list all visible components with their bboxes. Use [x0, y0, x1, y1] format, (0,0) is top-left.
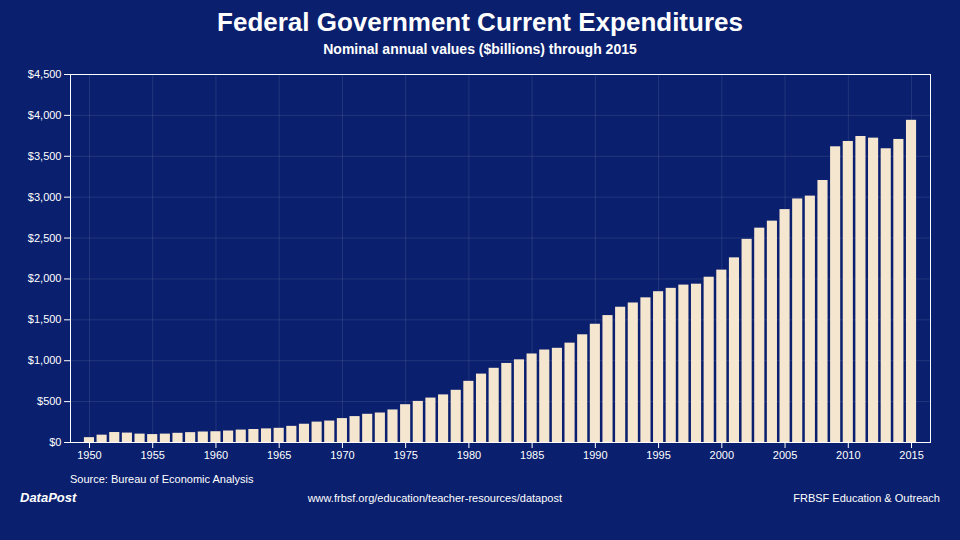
svg-text:1955: 1955 [140, 449, 164, 461]
svg-text:$0: $0 [49, 436, 61, 448]
svg-text:$4,000: $4,000 [28, 109, 62, 121]
svg-text:$500: $500 [37, 395, 61, 407]
svg-text:$1,000: $1,000 [28, 354, 62, 366]
svg-text:2010: 2010 [836, 449, 860, 461]
svg-text:1980: 1980 [457, 449, 481, 461]
svg-text:1975: 1975 [393, 449, 417, 461]
svg-text:2000: 2000 [710, 449, 734, 461]
html-text:Source: Bureau of Economic Ana: Source: Bureau of Economic Analysis [70, 473, 254, 485]
svg-text:1965: 1965 [267, 449, 291, 461]
html-text:Federal Government Current Exp: Federal Government Current Expenditures [217, 7, 743, 37]
svg-text:2015: 2015 [899, 449, 923, 461]
svg-text:$1,500: $1,500 [28, 313, 62, 325]
svg-text:1990: 1990 [583, 449, 607, 461]
html-text:FRBSF Education & Outreach: FRBSF Education & Outreach [793, 492, 940, 504]
svg-text:$4,500: $4,500 [28, 68, 62, 80]
svg-text:$2,000: $2,000 [28, 272, 62, 284]
html-text:Nominal annual values ($billio: Nominal annual values ($billions) throug… [323, 41, 637, 57]
svg-text:$2,500: $2,500 [28, 232, 62, 244]
html-text:www.frbsf.org/education/teache: www.frbsf.org/education/teacher-resource… [307, 492, 562, 504]
svg-text:1950: 1950 [77, 449, 101, 461]
svg-text:1970: 1970 [330, 449, 354, 461]
svg-text:1995: 1995 [646, 449, 670, 461]
svg-text:2005: 2005 [773, 449, 797, 461]
svg-text:1985: 1985 [520, 449, 544, 461]
svg-text:$3,000: $3,000 [28, 191, 62, 203]
html-text:DataPost: DataPost [20, 490, 77, 505]
svg-text:1960: 1960 [204, 449, 228, 461]
svg-text:$3,500: $3,500 [28, 150, 62, 162]
